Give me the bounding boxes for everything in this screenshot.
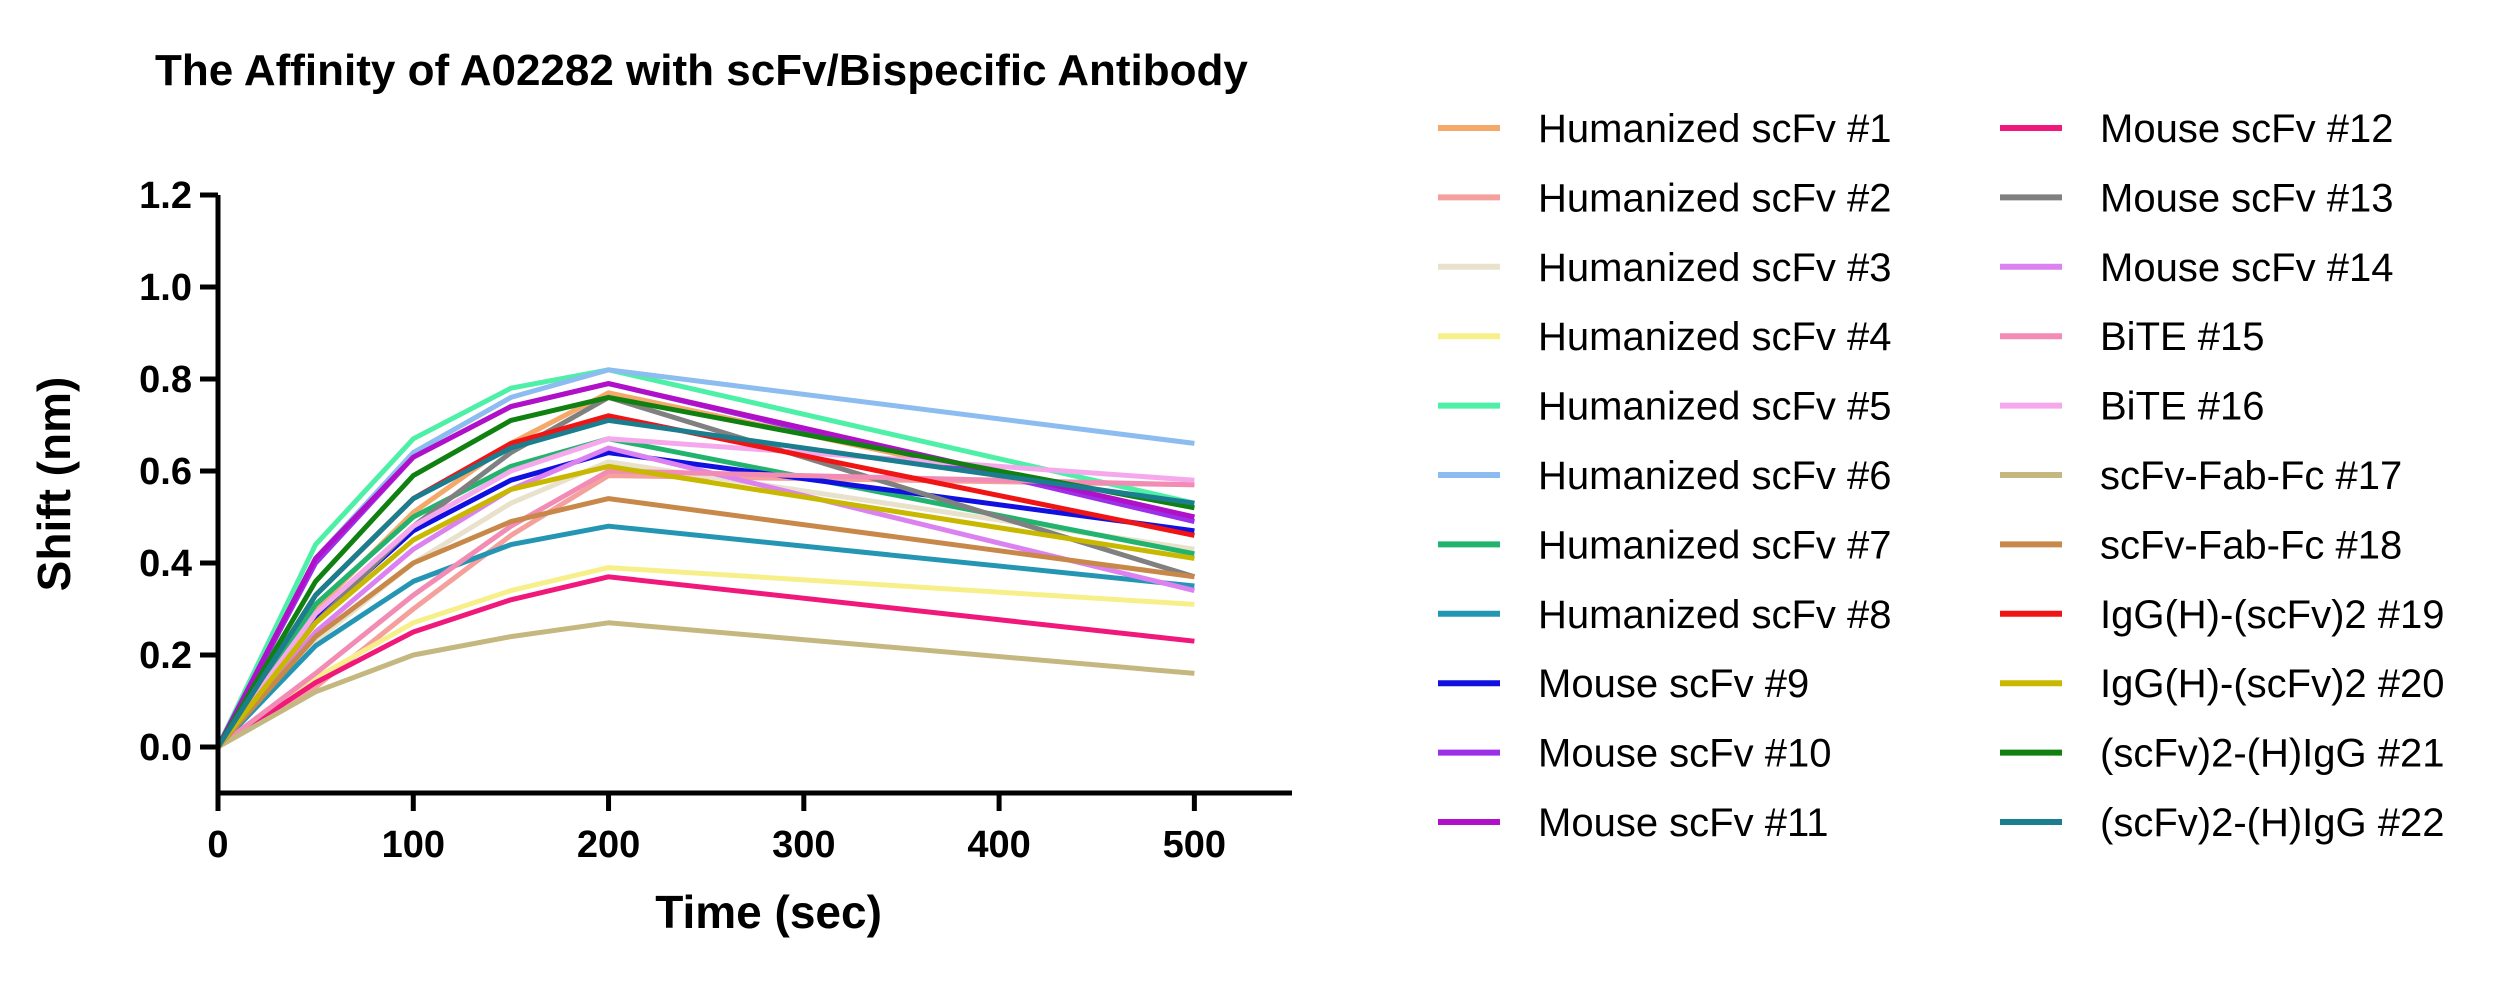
series-line-17: [216, 620, 1195, 750]
legend-label: Humanized scFv #8: [1538, 593, 1891, 637]
plot-lines: [215, 367, 1196, 750]
legend-label: (scFv)2-(H)IgG #22: [2100, 801, 2445, 845]
y-ticks: 0.0 0.2 0.4 0.6 0.8 1.0 1.2: [139, 175, 218, 769]
y-axis-label: Shift (nm): [28, 377, 80, 592]
series-line-3: [216, 459, 1195, 749]
legend-label: Humanized scFv #3: [1538, 246, 1891, 290]
x-tick-label: 0: [207, 824, 228, 866]
legend-label: Mouse scFv #11: [1538, 801, 1829, 845]
legend-label: scFv-Fab-Fc #17: [2100, 454, 2402, 498]
series-line-5: [215, 367, 1195, 749]
legend-label: scFv-Fab-Fc #18: [2100, 523, 2402, 567]
y-tick-label: 0.8: [139, 359, 192, 401]
series-line-22: [215, 417, 1195, 749]
y-tick-label: 1.0: [139, 267, 192, 309]
legend: Humanized scFv #1 Humanized scFv #2 Humani…: [1438, 107, 2445, 845]
series-line-21: [215, 394, 1195, 749]
legend-label: Humanized scFv #2: [1538, 176, 1891, 220]
legend-label: Humanized scFv #4: [1538, 315, 1891, 359]
y-tick-label: 0.2: [139, 635, 192, 677]
series-line-20: [216, 463, 1195, 749]
legend-label: Humanized scFv #6: [1538, 454, 1891, 498]
series-line-4: [216, 565, 1195, 750]
legend-label: Mouse scFv #10: [1538, 732, 1831, 776]
y-tick-label: 0.4: [139, 543, 192, 585]
x-ticks: 0 100 200 300 400 500: [207, 793, 1226, 866]
legend-label: Mouse scFv #12: [2100, 107, 2393, 151]
x-axis-label: Time (sec): [655, 886, 882, 938]
legend-label: BiTE #15: [2100, 315, 2265, 359]
series-line-12: [216, 574, 1195, 750]
x-tick-label: 200: [577, 824, 640, 866]
legend-label: Mouse scFv #13: [2100, 176, 2393, 220]
chart-title: The Affinity of A02282 with scFv/Bispeci…: [155, 46, 1248, 95]
legend-label: (scFv)2-(H)IgG #21: [2100, 732, 2445, 776]
legend-label: IgG(H)-(scFv)2 #20: [2100, 662, 2445, 706]
legend-label: BiTE #16: [2100, 385, 2265, 429]
y-tick-label: 0.6: [139, 451, 192, 493]
series-line-15: [216, 468, 1195, 749]
series-line-16: [215, 436, 1195, 749]
series-line-18: [216, 496, 1195, 749]
legend-label: IgG(H)-(scFv)2 #19: [2100, 593, 2445, 637]
x-tick-label: 400: [967, 824, 1030, 866]
y-tick-label: 0.0: [139, 727, 192, 769]
legend-label: Humanized scFv #7: [1538, 523, 1891, 567]
y-tick-label: 1.2: [139, 175, 192, 217]
x-tick-label: 500: [1163, 824, 1226, 866]
legend-label: Humanized scFv #5: [1538, 385, 1891, 429]
x-tick-label: 100: [382, 824, 445, 866]
legend-label: Mouse scFv #14: [2100, 246, 2393, 290]
series-line-11: [215, 381, 1195, 749]
legend-label: Mouse scFv #9: [1538, 662, 1809, 706]
x-tick-label: 300: [772, 824, 835, 866]
legend-label: Humanized scFv #1: [1538, 107, 1891, 151]
